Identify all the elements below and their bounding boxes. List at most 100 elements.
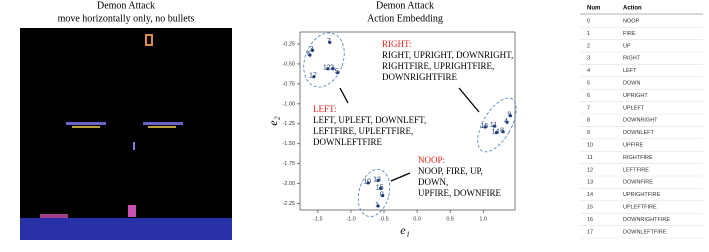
table-cell: 2 <box>587 43 590 49</box>
y-tick-label: -0.25 <box>282 41 295 47</box>
table-cell: LEFT <box>623 68 637 74</box>
table-cell: 14 <box>587 192 593 198</box>
point <box>376 178 380 183</box>
annotation-line: DOWNLEFTFIRE <box>313 137 382 147</box>
point-label: 12 <box>323 65 331 72</box>
demon <box>66 122 106 125</box>
pointer-line <box>339 87 349 104</box>
annotation-line: DOWNRIGHTFIRE <box>382 72 457 82</box>
table-cell: DOWN <box>623 80 640 86</box>
table-cell: FIRE <box>623 31 636 37</box>
table-cell: 9 <box>587 130 590 136</box>
table-cell: 7 <box>587 105 590 111</box>
annotation-line: NOOP, FIRE, UP, <box>418 166 483 176</box>
annotation-heading: LEFT: <box>313 104 337 114</box>
table-cell: 11 <box>587 155 593 161</box>
game-subtitle: move horizontally only, no bullets <box>58 13 195 24</box>
y-axis-label: e₂ <box>266 116 280 126</box>
table-cell: RIGHT <box>623 56 641 62</box>
chart-title: Demon Attack <box>376 0 434 11</box>
point-label: 13 <box>373 176 381 183</box>
table-cell: UP <box>623 43 631 49</box>
table-cell: 15 <box>587 204 593 210</box>
demon <box>72 126 100 128</box>
pointer-line <box>390 172 411 182</box>
plot-frame <box>299 31 516 211</box>
point-label: 11 <box>490 122 497 129</box>
x-tick-label: 0.0 <box>413 216 421 222</box>
game-screen <box>20 28 232 240</box>
point <box>336 71 340 75</box>
pointer-line <box>458 87 480 113</box>
point <box>492 124 497 128</box>
chart-subtitle: Action Embedding <box>367 13 443 24</box>
table-cell: DOWNLEFTFIRE <box>623 229 667 235</box>
table-cell: 10 <box>587 142 593 148</box>
game-title: Demon Attack <box>97 0 155 11</box>
point-label: 1 <box>375 202 379 209</box>
table-cell: 0 <box>587 18 590 24</box>
point-label: 14 <box>492 128 500 135</box>
laser <box>133 142 135 150</box>
table-cell: UPLEFT <box>623 105 645 111</box>
point <box>376 204 380 208</box>
point-label: 2 <box>330 65 334 72</box>
table-cell: DOWNLEFT <box>623 130 655 136</box>
annotation-heading: RIGHT: <box>382 39 412 49</box>
table-cell: 16 <box>587 217 593 223</box>
point <box>379 186 383 191</box>
point-label: 9 <box>507 112 511 119</box>
table-cell: DOWNRIGHTFIRE <box>623 217 670 223</box>
table-header: Action <box>623 6 642 12</box>
point <box>366 181 370 185</box>
y-tick-label: -1.50 <box>282 141 295 147</box>
point-label: 4 <box>504 118 508 125</box>
point-label: 5 <box>335 69 339 76</box>
annotation-heading: NOOP: <box>418 155 445 165</box>
point-label: 6 <box>307 51 311 58</box>
point-label: 16 <box>480 123 488 130</box>
cluster-outline <box>477 97 517 153</box>
table-cell: 12 <box>587 167 593 173</box>
point <box>310 48 315 52</box>
table-cell: 8 <box>587 118 590 124</box>
table-cell: DOWNFIRE <box>623 180 653 186</box>
table-cell: UPRIGHTFIRE <box>623 192 661 198</box>
point <box>483 125 487 129</box>
point-label: 17 <box>309 73 317 80</box>
point <box>508 114 512 118</box>
annotation-line: LEFT, UPLEFT, DOWNLEFT, <box>313 115 426 125</box>
x-tick-label: -0.5 <box>379 216 388 222</box>
point-label: 8 <box>500 128 504 135</box>
table-cell: 1 <box>587 31 590 37</box>
point-label: 15 <box>376 184 384 191</box>
table-cell: 3 <box>587 56 590 62</box>
cluster-outline <box>357 169 391 217</box>
point-label: 7 <box>327 38 331 45</box>
point <box>501 130 505 134</box>
point <box>494 130 499 135</box>
point <box>308 53 312 57</box>
table-header: Num <box>587 6 600 12</box>
x-tick-label: 0.5 <box>446 216 454 222</box>
x-tick-label: 1.0 <box>479 216 487 222</box>
table-cell: UPLEFTFIRE <box>623 204 657 210</box>
y-tick-label: -1.25 <box>282 121 295 127</box>
cluster-outline <box>303 32 345 88</box>
annotation-line: RIGHTFIRE, UPRIGHTFIRE, <box>382 61 494 71</box>
point-label: 10 <box>363 179 371 186</box>
table-cell: 13 <box>587 180 593 186</box>
point <box>331 67 335 71</box>
annotation-line: RIGHT, UPRIGHT, DOWNRIGHT, <box>382 50 513 60</box>
annotation-line: LEFTFIRE, UPLEFTFIRE, <box>313 126 413 136</box>
point-label: 0 <box>380 191 384 198</box>
pointer-lines <box>339 87 480 182</box>
table-cell: 6 <box>587 93 590 99</box>
annotation-line: DOWN, <box>418 177 448 187</box>
demon <box>148 126 176 128</box>
player <box>128 205 136 217</box>
y-tick-label: -1.00 <box>282 101 295 107</box>
screen-bg <box>20 28 232 240</box>
annotation-line: UPFIRE, DOWNFIRE <box>418 188 502 198</box>
